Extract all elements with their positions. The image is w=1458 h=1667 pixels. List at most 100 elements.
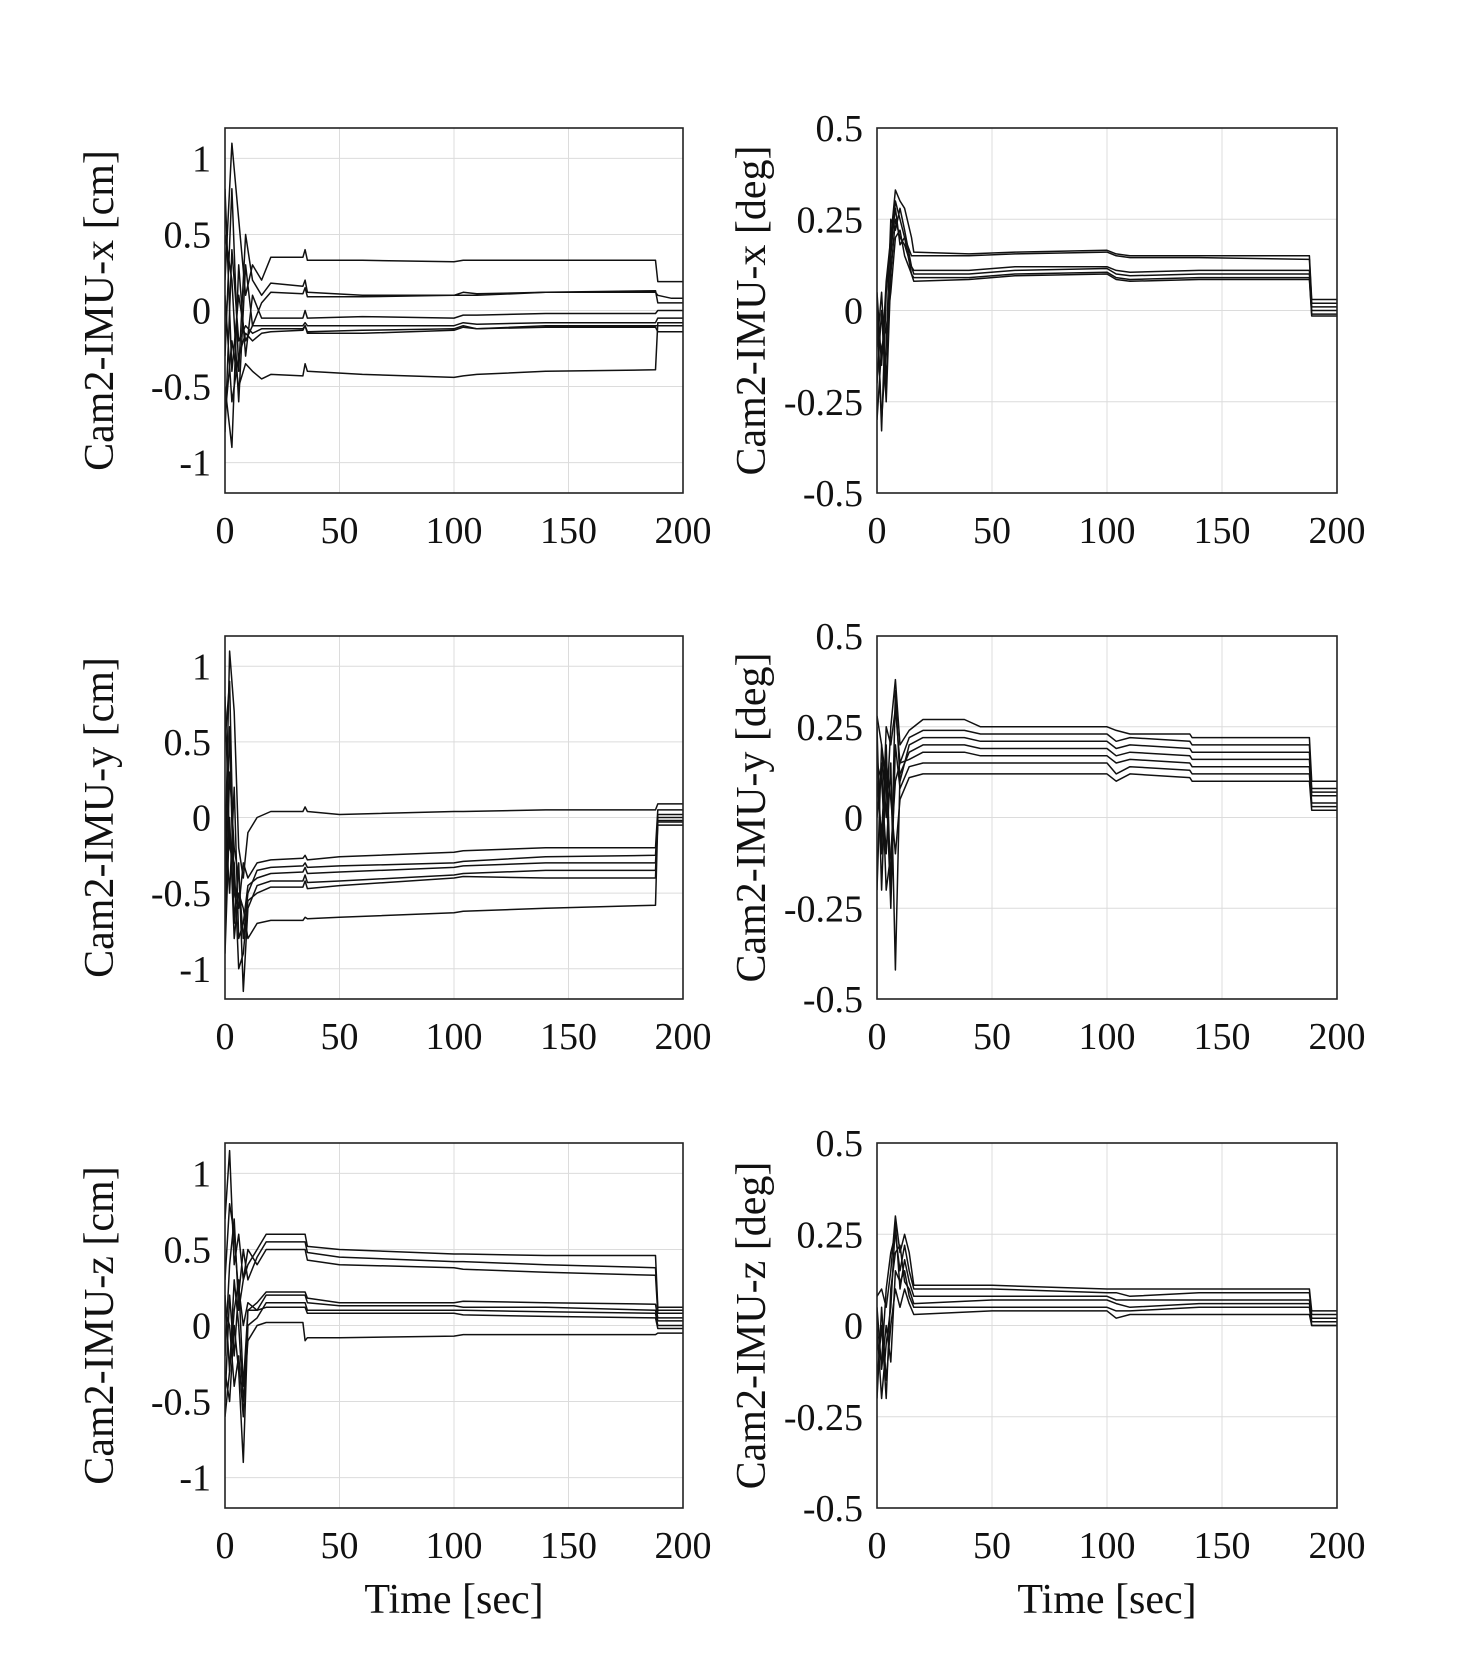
grid-lines — [225, 1143, 683, 1508]
series-run-6 — [877, 744, 1337, 910]
x-tick-label: 150 — [540, 1016, 597, 1058]
series-run-5 — [225, 188, 683, 373]
grid-lines — [877, 636, 1337, 999]
y-axis-label: Cam2-IMU-y [cm] — [77, 657, 123, 978]
x-tick-label: 0 — [868, 1016, 887, 1058]
x-tick-label: 0 — [216, 1016, 235, 1058]
x-tick-label: 200 — [655, 510, 712, 552]
series-run-1 — [877, 1215, 1337, 1312]
chart-rotation-y: -0.5 -0.25 0 0.25 0.5 0 50 100 150 200 Cam2-IMU-… — [729, 616, 1366, 1058]
y-tick-label: -0.5 — [151, 873, 211, 915]
grid-lines — [225, 636, 683, 999]
grid-lines — [225, 128, 683, 493]
series-run-5 — [225, 1286, 683, 1402]
y-tick-label: 0.5 — [164, 1229, 212, 1271]
series-run-3 — [225, 234, 683, 403]
y-tick-label: 0 — [844, 798, 863, 840]
y-axis-label: Cam2-IMU-y [deg] — [729, 652, 775, 982]
y-tick-label: 0 — [192, 798, 211, 840]
y-tick-label: -1 — [179, 949, 211, 991]
axes-frame — [876, 127, 1338, 494]
x-tick-label: 100 — [426, 1016, 483, 1058]
x-tick-label: 100 — [1079, 1016, 1136, 1058]
x-tick-label: 200 — [655, 1016, 712, 1058]
series-run-5 — [877, 751, 1337, 891]
series-lines — [877, 1215, 1337, 1400]
series-run-8 — [225, 1279, 683, 1417]
series-run-8 — [225, 321, 683, 418]
x-tick-label: 0 — [868, 510, 887, 552]
series-run-7 — [225, 1306, 683, 1418]
y-tick-label: 0.5 — [816, 108, 864, 150]
x-tick-labels: 0 50 100 150 200 — [868, 510, 1366, 552]
y-tick-label: -1 — [179, 443, 211, 485]
series-lines — [225, 142, 683, 449]
y-tick-labels: -0.5 -0.25 0 0.25 0.5 — [784, 1123, 863, 1530]
x-tick-label: 100 — [1079, 510, 1136, 552]
series-run-1 — [225, 650, 683, 879]
series-run-6 — [225, 696, 683, 970]
axes-frame — [224, 1142, 684, 1509]
y-tick-labels: -0.5 -0.25 0 0.25 0.5 — [784, 108, 863, 515]
y-tick-label: -1 — [179, 1458, 211, 1500]
series-lines — [877, 189, 1337, 432]
x-tick-label: 150 — [1194, 510, 1251, 552]
series-run-5 — [877, 229, 1337, 421]
series-run-6 — [877, 1288, 1337, 1399]
series-run-5 — [225, 726, 683, 993]
y-tick-label: 0 — [844, 291, 863, 333]
y-tick-label: -0.25 — [784, 1397, 863, 1439]
x-tick-label: 50 — [973, 1525, 1011, 1567]
y-tick-labels: -1 -0.5 0 0.5 1 — [151, 138, 211, 484]
y-tick-label: 0.5 — [164, 722, 212, 764]
x-tick-label: 0 — [868, 1525, 887, 1567]
y-tick-label: 1 — [192, 646, 211, 688]
x-tick-label: 200 — [1309, 1016, 1366, 1058]
y-axis-label: Cam2-IMU-z [deg] — [729, 1162, 775, 1490]
y-tick-label: -0.5 — [151, 1382, 211, 1424]
x-tick-label: 50 — [973, 1016, 1011, 1058]
series-lines — [225, 1149, 683, 1464]
x-tick-label: 200 — [1309, 1525, 1366, 1567]
series-run-3 — [225, 1218, 683, 1356]
axes-frame — [876, 1142, 1338, 1509]
x-tick-label: 100 — [1079, 1525, 1136, 1567]
x-tick-label: 0 — [216, 1525, 235, 1567]
series-run-4 — [225, 1279, 683, 1388]
x-tick-label: 0 — [216, 510, 235, 552]
series-run-2 — [877, 1233, 1337, 1363]
y-tick-label: 0.25 — [797, 199, 864, 241]
x-tick-label: 50 — [973, 510, 1011, 552]
chart-translation-x: -1 -0.5 0 0.5 1 0 50 100 150 200 Cam2-IMU-x [cm] — [77, 127, 712, 552]
y-tick-labels: -1 -0.5 0 0.5 1 — [151, 646, 211, 991]
y-tick-label: 0.5 — [816, 616, 864, 658]
series-run-7 — [225, 295, 683, 403]
y-tick-labels: -1 -0.5 0 0.5 1 — [151, 1153, 211, 1499]
y-tick-label: 0 — [844, 1306, 863, 1348]
series-run-2 — [877, 707, 1337, 855]
y-tick-label: 0 — [192, 291, 211, 333]
axes-frame — [224, 635, 684, 1000]
axes-frame — [876, 635, 1338, 1000]
series-run-1 — [225, 142, 683, 297]
chart-rotation-z: -0.5 -0.25 0 0.25 0.5 0 50 100 150 200 Cam2-IMU-… — [729, 1123, 1366, 1623]
y-tick-label: 1 — [192, 1153, 211, 1195]
chart-translation-z: -1 -0.5 0 0.5 1 0 50 100 150 200 Cam2-IMU-z [cm]… — [77, 1142, 712, 1623]
series-run-6 — [877, 207, 1337, 432]
chart-rotation-x: -0.5 -0.25 0 0.25 0.5 0 50 100 150 200 Cam2-IMU-… — [729, 108, 1366, 552]
chart-translation-y: -1 -0.5 0 0.5 1 0 50 100 150 200 Cam2-IMU-y [cm] — [77, 635, 712, 1058]
grid-lines — [877, 1143, 1337, 1508]
x-tick-labels: 0 50 100 150 200 — [868, 1016, 1366, 1058]
y-tick-label: -0.25 — [784, 888, 863, 930]
series-run-7 — [225, 816, 683, 954]
series-run-6 — [225, 1301, 683, 1464]
series-lines — [225, 650, 683, 993]
y-tick-label: 0.25 — [797, 1214, 864, 1256]
x-tick-label: 150 — [1194, 1525, 1251, 1567]
series-run-4 — [225, 786, 683, 940]
x-tick-label: 100 — [426, 1525, 483, 1567]
y-axis-label: Cam2-IMU-z [cm] — [77, 1166, 123, 1484]
series-run-4 — [225, 264, 683, 449]
series-run-7 — [877, 726, 1337, 891]
x-tick-label: 100 — [426, 510, 483, 552]
